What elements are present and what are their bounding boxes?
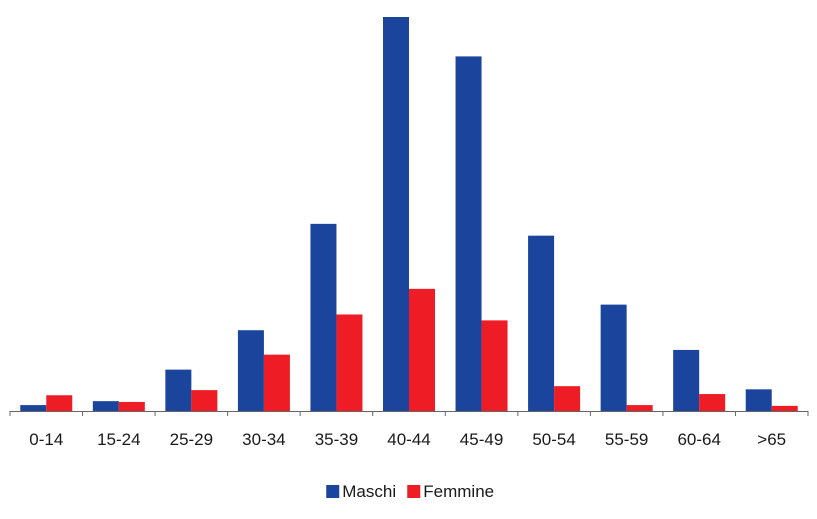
x-tick-label-30-34: 30-34 (242, 430, 285, 449)
bar-maschi-30-34 (237, 330, 264, 411)
x-axis (9, 411, 809, 416)
bar-maschi-65 (745, 389, 772, 411)
x-tick-label-60-64: 60-64 (677, 430, 720, 449)
x-tick-label-40-44: 40-44 (387, 430, 430, 449)
x-tick-label-35-39: 35-39 (315, 430, 358, 449)
bar-maschi-35-39 (310, 223, 337, 411)
x-tick-label-0-14: 0-14 (29, 430, 63, 449)
bar-maschi-40-44 (383, 17, 409, 411)
bar-femmine-15-24 (118, 401, 145, 411)
bar-femmine-30-34 (263, 354, 290, 411)
bar-femmine-0-14 (46, 395, 73, 411)
x-tick-labels: 0-14 15-24 25-29 30-34 35-39 40-44 45-49 50-54 5… (29, 430, 786, 449)
bar-maschi-45-49 (455, 56, 482, 412)
legend-label-maschi: Maschi (342, 482, 396, 501)
bar-femmine-45-49 (481, 320, 508, 411)
bar-femmine-25-29 (191, 390, 218, 411)
bars-layer (20, 17, 798, 412)
bar-maschi-55-59 (600, 304, 627, 411)
bar-femmine-40-44 (409, 288, 435, 411)
x-tick-label-25-29: 25-29 (170, 430, 213, 449)
bar-femmine-55-59 (626, 405, 653, 411)
bar-maschi-25-29 (165, 369, 192, 411)
legend-label-femmine: Femmine (423, 482, 494, 501)
legend-swatch-maschi (326, 485, 340, 498)
x-tick-label-15-24: 15-24 (97, 430, 140, 449)
bar-maschi-0-14 (20, 405, 47, 411)
x-tick-label-65: >65 (757, 430, 786, 449)
x-tick-label-50-54: 50-54 (532, 430, 575, 449)
legend: Maschi Femmine (326, 482, 494, 501)
bar-femmine-35-39 (336, 314, 363, 411)
x-tick-label-45-49: 45-49 (460, 430, 503, 449)
bar-femmine-60-64 (699, 394, 726, 411)
legend-swatch-femmine (407, 485, 421, 498)
x-tick-label-55-59: 55-59 (605, 430, 648, 449)
bar-femmine-65 (771, 405, 798, 411)
bar-maschi-60-64 (673, 349, 700, 411)
bar-maschi-50-54 (528, 235, 555, 411)
bar-maschi-15-24 (92, 401, 119, 411)
bar-femmine-50-54 (554, 386, 581, 411)
